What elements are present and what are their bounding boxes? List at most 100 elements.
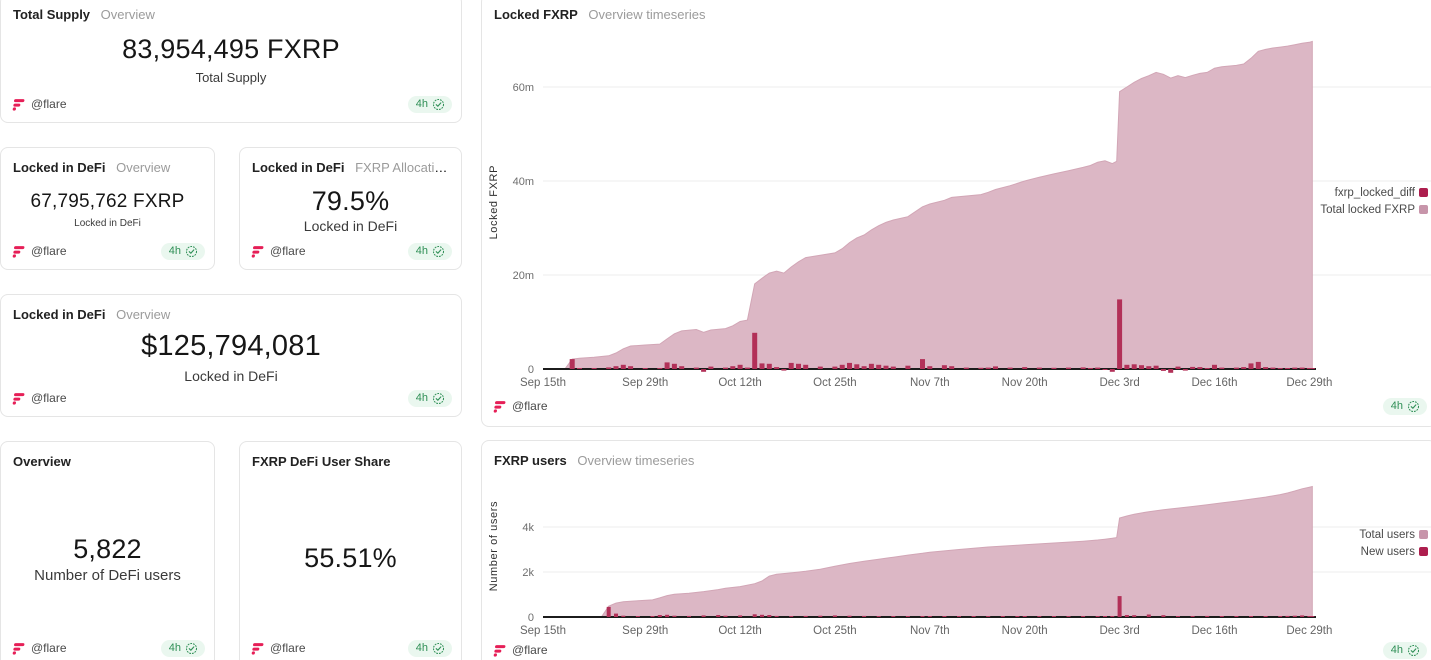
legend-marker-total-locked-fxrp[interactable] [1419, 205, 1428, 214]
fxrp-locked-diff-bar [1204, 368, 1210, 369]
new-users-bar [738, 615, 743, 617]
fxrp-locked-diff-bar [847, 362, 852, 369]
new-users-bar [665, 614, 670, 618]
new-users-bar [1310, 616, 1315, 617]
stat-label: Total Supply [195, 70, 267, 85]
author-flare[interactable]: @flare [12, 97, 67, 111]
card-footer: @flare 4h [493, 395, 1427, 417]
legend-label-total-users[interactable]: Total users [1359, 529, 1415, 541]
card-title[interactable]: Locked in DeFi [13, 160, 106, 175]
fxrp-locked-diff-bar [1087, 368, 1093, 369]
legend-label-total-locked-fxrp[interactable]: Total locked FXRP [1320, 204, 1415, 216]
stat-label: Locked in DeFi [74, 217, 141, 229]
x-tick-label: Dec 3rd [1099, 625, 1139, 637]
stat-value: 79.5% [311, 185, 390, 216]
author-flare[interactable]: @flare [12, 244, 67, 258]
new-users-bar [701, 615, 706, 617]
new-users-bar [1103, 616, 1107, 617]
check-seal-icon [432, 245, 445, 257]
stat-value: 55.51% [304, 543, 397, 573]
x-tick-label: Sep 15th [520, 377, 566, 389]
legend-marker-total-users[interactable] [1419, 530, 1428, 539]
new-users-bar [927, 616, 932, 617]
fxrp-locked-diff-bar [1219, 367, 1225, 369]
x-tick-label: Sep 29th [622, 625, 668, 637]
refresh-badge[interactable]: 4h [407, 242, 452, 260]
total-locked-fxrp-area [543, 40, 1313, 370]
new-users-bar [862, 615, 867, 617]
y-tick-label: 0 [528, 612, 534, 624]
author-flare[interactable]: @flare [493, 643, 548, 657]
refresh-interval: 4h [415, 245, 428, 257]
fxrp-locked-diff-bar [606, 367, 612, 369]
total-users-area [543, 485, 1313, 618]
author-flare[interactable]: @flare [251, 244, 306, 258]
new-users-bar [832, 615, 837, 617]
refresh-badge[interactable]: 4h [407, 389, 452, 407]
card-subtitle[interactable]: FXRP Allocation in … [355, 160, 449, 175]
fxrp-locked-diff-bar [868, 363, 874, 369]
refresh-badge[interactable]: 4h [1382, 397, 1427, 415]
x-tick-label: Dec 16th [1191, 625, 1237, 637]
x-tick-label: Dec 3rd [1099, 377, 1139, 389]
refresh-badge[interactable]: 4h [1382, 641, 1427, 659]
new-users-bar [1110, 616, 1115, 617]
author-flare[interactable]: @flare [251, 641, 306, 655]
new-users-bar [1051, 616, 1056, 617]
flare-logo-icon [493, 644, 506, 657]
new-users-bar [1176, 616, 1180, 617]
fxrp-locked-diff-bar [1102, 369, 1108, 370]
y-tick-label: 60m [513, 82, 534, 94]
fxrp-locked-diff-bar [701, 369, 707, 372]
check-seal-icon [1407, 400, 1420, 412]
refresh-badge[interactable]: 4h [407, 95, 452, 113]
card-title[interactable]: Locked in DeFi [13, 307, 106, 322]
fxrp-locked-diff-bar [876, 364, 882, 369]
refresh-interval: 4h [415, 642, 428, 654]
fxrp-locked-diff-bar [766, 363, 772, 369]
author-flare[interactable]: @flare [12, 391, 67, 405]
stat-label: Locked in DeFi [184, 367, 278, 384]
fxrp-locked-diff-bar [642, 368, 648, 369]
author-flare[interactable]: @flare [12, 641, 67, 655]
fxrp-locked-diff-bar [1066, 367, 1071, 369]
fxrp-locked-diff-bar [788, 362, 794, 369]
flare-logo-icon [12, 98, 25, 111]
card-subtitle[interactable]: Overview [100, 7, 155, 22]
locked-fxrp-chart[interactable]: 0 20m 40m 60m Sep 15th Sep 29th Oct 12th Oct 25… [481, 0, 1431, 400]
check-seal-icon [185, 642, 198, 654]
fxrp-locked-diff-bar [752, 332, 758, 369]
card-title[interactable]: Locked in DeFi [252, 160, 345, 175]
legend-label-fxrp-locked-diff[interactable]: fxrp_locked_diff [1335, 187, 1416, 199]
fxrp-locked-diff-bar [883, 365, 889, 369]
refresh-badge[interactable]: 4h [407, 639, 452, 657]
fxrp-locked-diff-bar [1036, 367, 1042, 369]
card-subtitle[interactable]: Overview [116, 307, 171, 322]
new-users-bar [818, 615, 823, 617]
author-handle: @flare [512, 643, 548, 657]
legend-marker-fxrp-locked-diff[interactable] [1419, 188, 1428, 197]
legend-label-new-users[interactable]: New users [1361, 546, 1416, 558]
fxrp-locked-diff-bar [1022, 367, 1028, 369]
fxrp-locked-diff-bar [1131, 364, 1137, 369]
y-axis-title: Locked FXRP [488, 165, 500, 239]
flare-logo-icon [12, 245, 25, 258]
card-subtitle[interactable]: Overview [116, 160, 171, 175]
card-title[interactable]: Total Supply [13, 7, 91, 22]
card-title[interactable]: Overview [13, 454, 71, 469]
refresh-badge[interactable]: 4h [160, 639, 205, 657]
y-tick-label: 20m [513, 270, 534, 282]
fxrp-users-chart[interactable]: 0 2k 4k Sep 15th Sep 29th Oct 12th Oct 25th Nov… [481, 440, 1431, 640]
legend-marker-new-users[interactable] [1419, 547, 1428, 556]
refresh-badge[interactable]: 4h [160, 242, 205, 260]
new-users-bar [789, 616, 794, 617]
author-flare[interactable]: @flare [493, 399, 548, 413]
card-title[interactable]: FXRP DeFi User Share [252, 454, 391, 469]
x-tick-label: Dec 16th [1191, 377, 1237, 389]
x-tick-label: Oct 12th [718, 625, 761, 637]
stat-body: 67,795,762 FXRP Locked in DeFi [1, 176, 214, 243]
fxrp-locked-diff-bar [1153, 365, 1159, 369]
fxrp-locked-diff-bar [569, 359, 575, 369]
new-users-bar [1161, 615, 1166, 617]
